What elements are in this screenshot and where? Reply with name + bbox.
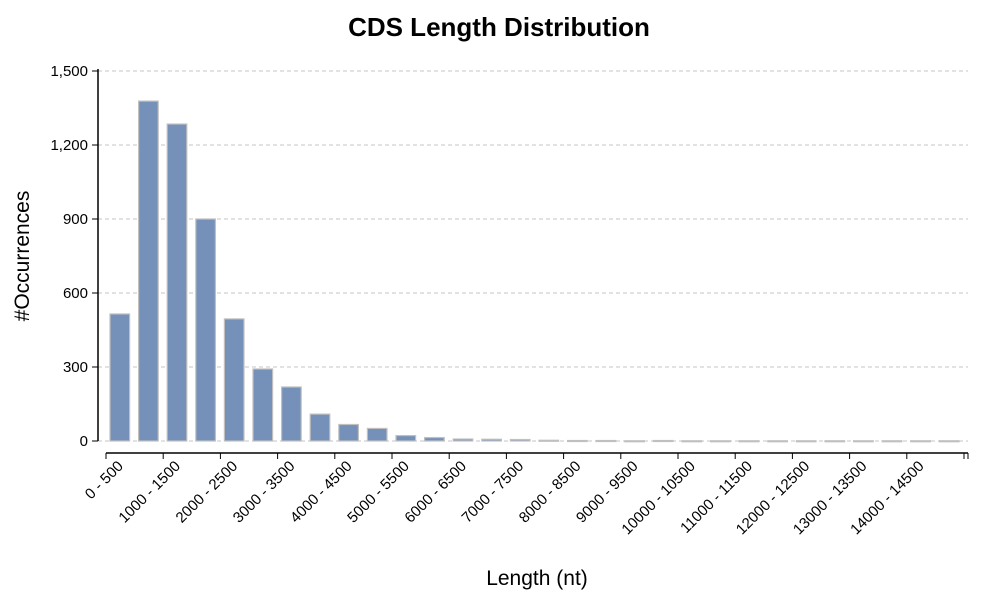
bar (166, 123, 188, 442)
bar (681, 440, 703, 443)
bar (881, 440, 903, 443)
y-tick-label: 600 (63, 285, 88, 302)
y-tick-label: 900 (63, 211, 88, 228)
bar (109, 313, 131, 442)
bar (138, 100, 159, 442)
bar (566, 439, 588, 443)
y-tick-label: 1,200 (50, 137, 88, 154)
y-tick-label: 0 (80, 433, 88, 450)
bar (767, 440, 788, 443)
bar (652, 439, 674, 443)
x-axis-label: Length (nt) (486, 567, 588, 590)
bar (795, 440, 817, 443)
y-tick-label: 300 (63, 359, 88, 376)
bar (481, 438, 502, 442)
bar (424, 436, 445, 442)
bar (366, 427, 388, 442)
y-axis-label: #Occurrences (11, 191, 34, 322)
bar (395, 434, 417, 442)
bar (852, 440, 874, 443)
bar (824, 440, 846, 443)
x-tick-label: 0 - 500 (82, 458, 127, 503)
chart-title: CDS Length Distribution (348, 12, 650, 42)
bar (252, 368, 274, 442)
bar (738, 440, 760, 443)
bar (624, 440, 645, 443)
bar (709, 440, 731, 443)
bar (538, 439, 560, 442)
bar (281, 386, 302, 442)
bar (338, 423, 359, 442)
bar (223, 318, 245, 442)
bar (595, 439, 617, 443)
bar (195, 218, 217, 442)
bar (938, 440, 960, 443)
bar (309, 413, 331, 442)
bar (509, 438, 531, 442)
bar (452, 438, 474, 442)
y-tick-label: 1,500 (50, 63, 88, 80)
bar (910, 440, 931, 443)
